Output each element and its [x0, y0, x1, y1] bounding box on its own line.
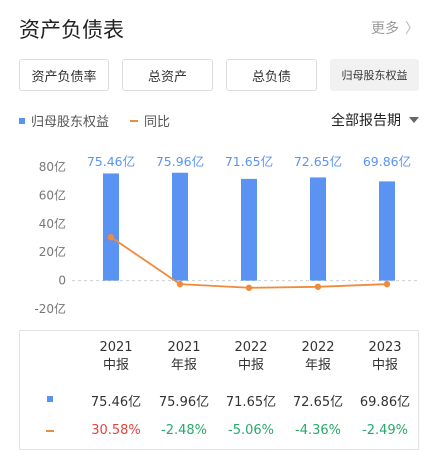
- column-header: 2021 年报: [151, 339, 217, 375]
- bar-value-label: 72.65亿: [294, 154, 342, 169]
- y-tick-label: 80亿: [39, 159, 66, 174]
- table-header-row: 2021 中报 2021 年报 2022 中报 2022 年报 2023 中报: [20, 339, 418, 379]
- tab-debt-ratio[interactable]: 资产负债率: [19, 59, 109, 91]
- y-tick-label: 0: [58, 274, 66, 288]
- chevron-right-icon: 〉: [405, 21, 419, 37]
- tab-total-liabilities[interactable]: 总负债: [226, 59, 317, 91]
- line-swatch-icon: [46, 429, 54, 432]
- yoy-point: [245, 284, 253, 291]
- yoy-swatch-cell: [40, 423, 60, 438]
- bar-value-label: 71.65亿: [225, 154, 273, 169]
- table-cell: 30.58%: [91, 423, 141, 438]
- table-cell: 75.96亿: [158, 395, 210, 410]
- yoy-point: [383, 280, 391, 288]
- table-row-equity: 75.46亿 75.96亿 71.65亿 72.65亿 69.86亿: [20, 391, 418, 410]
- data-table: 2021 中报 2021 年报 2022 中报 2022 年报 2023 中报 …: [19, 330, 419, 450]
- table-cell: 69.86亿: [359, 395, 411, 410]
- equity-chart: 80亿 60亿 40亿 20亿 0 -20亿 75.46亿 75.96亿 71.65亿 72.65…: [0, 148, 434, 323]
- column-year: 2022: [234, 340, 268, 355]
- column-year: 2022: [301, 340, 335, 355]
- section-header: 资产负债表 更多〉: [19, 12, 419, 44]
- column-period: 中报: [102, 358, 129, 373]
- period-label: 全部报告期: [331, 113, 401, 129]
- yoy-point: [176, 280, 184, 288]
- table-cell: -4.36%: [295, 423, 341, 438]
- column-period: 中报: [237, 358, 264, 373]
- table-cell: 75.46亿: [90, 395, 142, 410]
- column-period: 中报: [371, 358, 398, 373]
- chart-canvas: 80亿 60亿 40亿 20亿 0 -20亿 75.46亿 75.96亿 71.65亿 72.65…: [34, 154, 418, 316]
- caret-down-icon: [409, 117, 419, 123]
- yoy-point: [107, 233, 115, 241]
- column-year: 2023: [368, 340, 402, 355]
- bar-value-label: 75.96亿: [156, 154, 204, 169]
- tab-total-assets[interactable]: 总资产: [122, 59, 213, 91]
- chart-legend: 归母股东权益 同比 全部报告期: [19, 111, 419, 131]
- column-header: 2022 中报: [218, 339, 284, 375]
- table-cell: -5.06%: [228, 423, 274, 438]
- bar: [379, 181, 395, 281]
- page-title: 资产负债表: [19, 18, 124, 42]
- bar-value-label: 69.86亿: [363, 154, 411, 169]
- legend-line-label: 同比: [144, 115, 171, 130]
- yoy-point: [314, 283, 322, 290]
- column-year: 2021: [167, 340, 201, 355]
- table-cell: 72.65亿: [292, 395, 344, 410]
- column-header: 2023 中报: [352, 339, 418, 375]
- column-period: 年报: [304, 358, 331, 373]
- bar: [241, 178, 257, 281]
- more-link[interactable]: 更多〉: [371, 18, 419, 38]
- line-swatch-icon: [130, 119, 138, 122]
- column-header: 2021 中报: [83, 339, 149, 375]
- bar: [172, 172, 188, 281]
- legend-line: 同比: [130, 111, 170, 130]
- table-cell: -2.49%: [362, 423, 408, 438]
- column-period: 年报: [170, 358, 197, 373]
- table-row-yoy: 30.58% -2.48% -5.06% -4.36% -2.49%: [20, 423, 418, 441]
- y-tick-label: 60亿: [39, 187, 66, 202]
- equity-swatch-cell: [40, 391, 60, 406]
- table-cell: 71.65亿: [225, 395, 277, 410]
- legend-bar-label: 归母股东权益: [31, 115, 110, 130]
- table-cell: -2.48%: [161, 423, 207, 438]
- legend-bar: 归母股东权益: [19, 111, 109, 130]
- y-tick-label: 40亿: [39, 216, 66, 231]
- period-dropdown[interactable]: 全部报告期: [331, 110, 419, 130]
- bar-swatch-icon: [19, 117, 25, 124]
- more-label: 更多: [371, 21, 399, 37]
- bar-swatch-icon: [47, 396, 53, 402]
- bar-value-label: 75.46亿: [87, 154, 135, 169]
- column-year: 2021: [99, 340, 133, 355]
- y-tick-label: -20亿: [34, 301, 66, 316]
- bar: [310, 177, 326, 281]
- y-tick-label: 20亿: [39, 244, 66, 259]
- tab-parent-equity[interactable]: 归母股东权益: [330, 59, 419, 91]
- bar: [103, 173, 119, 281]
- column-header: 2022 年报: [285, 339, 351, 375]
- metric-tabs: 资产负债率 总资产 总负债 归母股东权益: [19, 59, 419, 91]
